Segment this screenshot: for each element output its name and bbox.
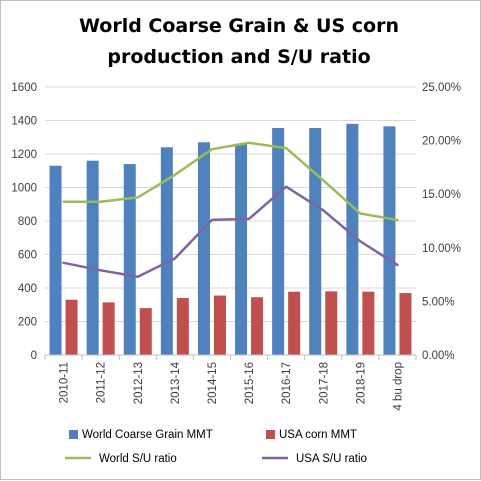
bar-usa-corn-mmt (139, 308, 152, 355)
y-left-tick-label: 400 (18, 283, 37, 295)
y-left-tick-label: 600 (18, 250, 37, 262)
x-tick-label: 2017-18 (318, 362, 330, 404)
legend-label: USA corn MMT (279, 429, 357, 441)
bar-usa-corn-mmt (362, 291, 375, 355)
legend-swatch (69, 430, 78, 439)
x-tick-label: 2018-19 (355, 362, 367, 404)
bar-world-coarse-grain-mmt (272, 128, 285, 355)
bar-world-coarse-grain-mmt (309, 128, 322, 355)
bar-usa-corn-mmt (213, 295, 226, 355)
line-usa-s-u-ratio (62, 185, 399, 278)
bar-usa-corn-mmt (325, 291, 338, 355)
bar-usa-corn-mmt (251, 297, 264, 355)
bar-usa-corn-mmt (102, 302, 115, 355)
x-tick-label: 2015-16 (244, 362, 256, 404)
legend-label: World S/U ratio (99, 453, 177, 465)
chart-title-line-2: production and S/U ratio (107, 46, 370, 68)
y-left-tick-label: 1600 (11, 82, 37, 94)
legend-label: World Coarse Grain MMT (82, 429, 213, 441)
y-right-tick-label: 10.00% (422, 243, 461, 255)
x-tick-label: 2016-17 (281, 362, 293, 404)
chart-title-line-1: World Coarse Grain & US corn (79, 15, 399, 37)
x-tick-label: 2010-11 (59, 362, 71, 403)
y-left-tick-label: 1400 (11, 116, 37, 128)
gridlines (45, 86, 416, 356)
bar-world-coarse-grain-mmt (383, 126, 396, 355)
bar-world-coarse-grain-mmt (235, 143, 248, 355)
bar-usa-corn-mmt (65, 299, 78, 355)
x-tick-label: 4 bu drop (392, 362, 404, 411)
bar-usa-corn-mmt (399, 293, 412, 355)
x-tick-label: 2011-12 (96, 362, 108, 403)
x-tick-label: 2012-13 (133, 362, 145, 404)
line-series-group (62, 141, 399, 278)
y-left-tick-label: 1000 (11, 183, 37, 195)
bar-world-coarse-grain-mmt (197, 142, 210, 355)
y-right-tick-label: 0.00% (422, 350, 455, 362)
y-left-tick-label: 0 (31, 350, 37, 362)
legend-swatch (266, 430, 275, 439)
legend: World Coarse Grain MMT USA corn MMT World … (65, 429, 367, 465)
y-right-tick-label: 15.00% (422, 189, 461, 201)
bar-world-coarse-grain-mmt (346, 123, 359, 355)
bar-usa-corn-mmt (288, 291, 301, 355)
x-tick-label: 2013-14 (170, 361, 182, 404)
y-right-tick-label: 5.00% (422, 296, 455, 308)
bar-world-coarse-grain-mmt (86, 160, 99, 355)
line-world-s-u-ratio (62, 141, 399, 222)
bar-usa-corn-mmt (176, 298, 189, 355)
legend-label: USA S/U ratio (296, 453, 367, 465)
y-right-tick-label: 25.00% (422, 82, 461, 94)
y-left-tick-label: 800 (18, 216, 37, 228)
y-right-tick-label: 20.00% (422, 136, 461, 148)
bar-world-coarse-grain-mmt (160, 147, 173, 355)
bar-series-group (49, 123, 412, 355)
y-left-tick-label: 200 (18, 317, 37, 329)
bar-world-coarse-grain-mmt (49, 165, 62, 355)
x-tick-label: 2014-15 (207, 362, 219, 404)
y-left-tick-label: 1200 (11, 149, 37, 161)
axes-group: 0 200 400 600 800 1000 1200 1400 1600 0.00% 5.00% 1… (11, 82, 461, 411)
bar-world-coarse-grain-mmt (123, 164, 136, 355)
